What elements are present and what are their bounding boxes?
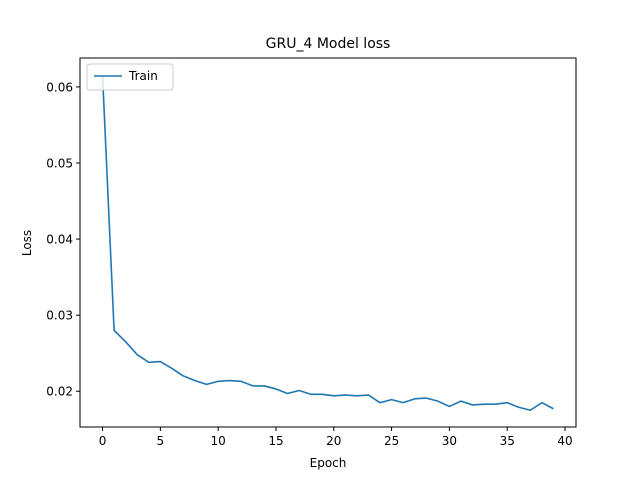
data-point [460, 400, 462, 402]
data-point [530, 409, 532, 411]
data-point [553, 408, 555, 410]
chart-title: GRU_4 Model loss [266, 36, 391, 52]
data-point [356, 395, 358, 397]
legend: Train [86, 63, 174, 91]
x-tick-label: 20 [326, 434, 341, 448]
data-point [321, 393, 323, 395]
data-point [333, 395, 335, 397]
data-point [345, 394, 347, 396]
x-axis-label: Epoch [310, 456, 347, 470]
data-point [206, 384, 208, 386]
series-layer [101, 75, 555, 412]
data-point [437, 400, 439, 402]
data-point [113, 330, 115, 332]
x-tick-label: 15 [268, 434, 283, 448]
data-point [264, 385, 266, 387]
data-point [171, 368, 173, 370]
legend-label-train: Train [128, 69, 158, 83]
data-point [414, 398, 416, 400]
x-tick-label: 0 [99, 434, 107, 448]
data-point [252, 385, 254, 387]
data-point [217, 381, 219, 383]
x-tick-label: 40 [557, 434, 572, 448]
series-line-train [101, 75, 554, 412]
y-tick-label: 0.02 [46, 385, 73, 399]
data-point [298, 390, 300, 392]
data-point [240, 381, 242, 383]
legend-box [86, 63, 174, 91]
data-point [368, 394, 370, 396]
data-point [425, 397, 427, 399]
y-tick-label: 0.03 [46, 309, 73, 323]
y-tick-label: 0.06 [46, 80, 73, 94]
x-tick-label: 35 [500, 434, 515, 448]
data-point [136, 354, 138, 356]
y-tick-label: 0.05 [46, 156, 73, 170]
data-point [449, 406, 451, 408]
x-axis-ticks: 0 5 10 15 20 25 30 35 40 [99, 427, 573, 448]
data-point [160, 361, 162, 363]
data-point [518, 406, 520, 408]
x-tick-label: 5 [157, 434, 165, 448]
data-point [148, 362, 150, 364]
x-tick-label: 10 [211, 434, 226, 448]
y-axis-ticks: 0.02 0.03 0.04 0.05 0.06 [46, 80, 80, 399]
data-point [229, 380, 231, 382]
data-point [310, 393, 312, 395]
data-point [275, 388, 277, 390]
data-point [194, 380, 196, 382]
data-point [402, 402, 404, 404]
plot-area [80, 58, 576, 427]
data-point [183, 375, 185, 377]
data-point [506, 402, 508, 404]
y-tick-label: 0.04 [46, 233, 73, 247]
data-point [287, 393, 289, 395]
y-axis-label: Loss [20, 230, 34, 256]
x-tick-label: 30 [442, 434, 457, 448]
data-point [379, 402, 381, 404]
data-point [483, 403, 485, 405]
data-point [391, 399, 393, 401]
data-point [472, 404, 474, 406]
data-point [541, 402, 543, 404]
plot-frame [79, 57, 577, 428]
x-tick-label: 25 [384, 434, 399, 448]
data-point [125, 341, 127, 343]
data-point [495, 403, 497, 405]
